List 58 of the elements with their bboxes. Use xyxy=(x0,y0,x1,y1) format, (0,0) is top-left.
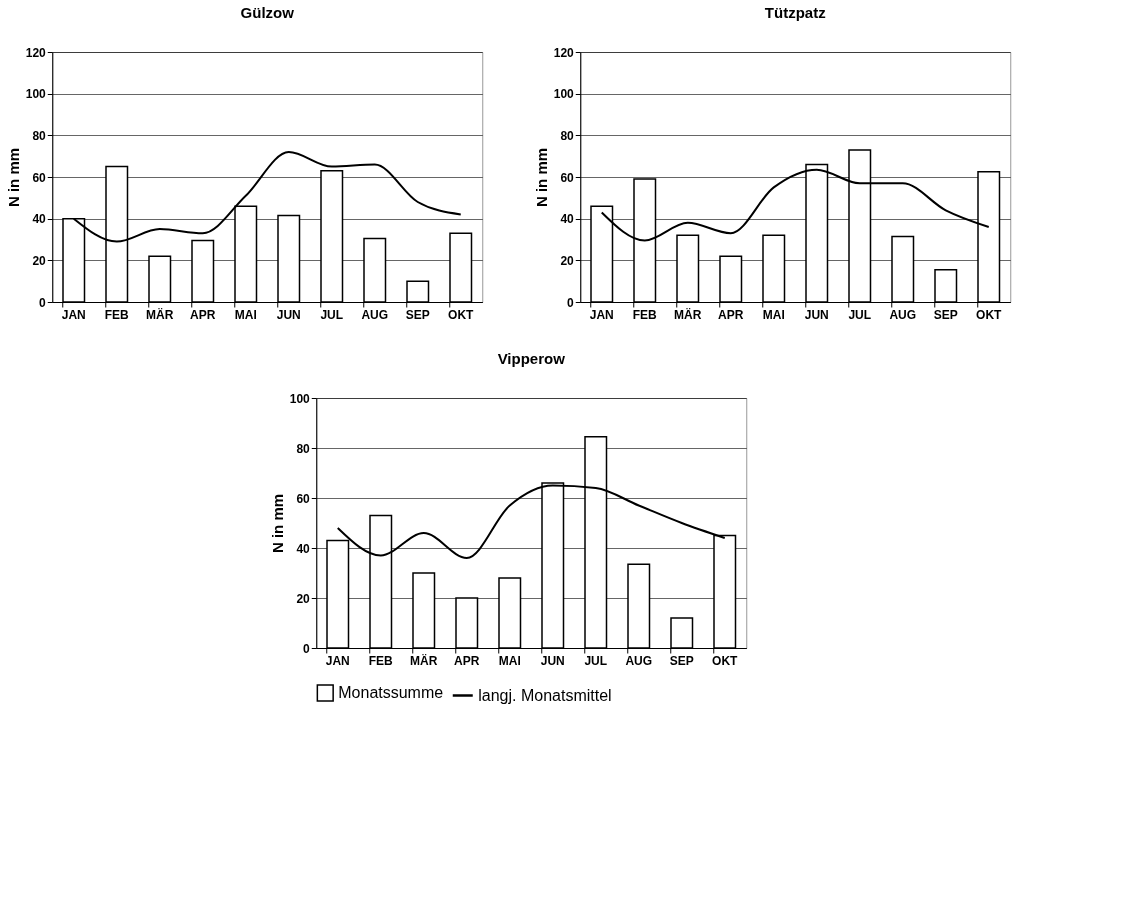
y-tick-label: 40 xyxy=(32,212,47,227)
y-tick-label: 20 xyxy=(32,253,47,268)
x-tick-label: AUG xyxy=(889,307,917,322)
y-tick-label: 80 xyxy=(560,128,575,143)
x-tick-label: MÄR xyxy=(674,306,702,322)
y-tick-label: 40 xyxy=(296,541,311,556)
x-tick-label: SEP xyxy=(405,307,430,322)
x-tick-label: JUL xyxy=(848,307,872,322)
x-tick-label: JAN xyxy=(325,653,350,668)
x-tick-label: JUN xyxy=(540,653,565,668)
chart-title: Tützpatz xyxy=(764,4,826,21)
x-tick-label: JAN xyxy=(61,307,86,322)
x-tick-label: OKT xyxy=(448,307,475,322)
x-tick-label: FEB xyxy=(368,653,394,668)
y-axis-title: N in mm xyxy=(532,147,550,208)
x-tick-label: APR xyxy=(718,307,744,322)
y-tick-label: 80 xyxy=(296,441,311,456)
x-tick-label: MAI xyxy=(762,307,785,322)
y-tick-label: 120 xyxy=(553,45,575,60)
y-tick-label: 60 xyxy=(296,491,311,506)
x-tick-label: OKT xyxy=(976,307,1003,322)
legend-label: Monatssumme xyxy=(338,684,444,701)
x-tick-label: SEP xyxy=(933,307,958,322)
y-tick-label: 120 xyxy=(25,45,47,60)
y-tick-label: 60 xyxy=(32,170,47,185)
y-tick-label: 0 xyxy=(303,641,311,656)
x-tick-label: JUL xyxy=(584,653,608,668)
y-tick-label: 40 xyxy=(560,212,575,227)
chart-title: Gülzow xyxy=(240,4,295,21)
x-tick-label: FEB xyxy=(632,307,658,322)
y-tick-label: 100 xyxy=(289,391,311,406)
x-tick-label: JAN xyxy=(589,307,614,322)
y-tick-label: 0 xyxy=(39,295,47,310)
y-axis-title: N in mm xyxy=(268,493,286,554)
x-tick-label: JUN xyxy=(276,307,301,322)
x-tick-label: JUL xyxy=(320,307,344,322)
x-tick-label: MÄR xyxy=(146,306,174,322)
x-tick-label: MÄR xyxy=(410,652,438,668)
x-tick-label: MAI xyxy=(234,307,257,322)
y-axis-title: N in mm xyxy=(4,147,22,208)
y-tick-label: 20 xyxy=(560,253,575,268)
x-tick-label: MAI xyxy=(498,653,521,668)
y-tick-label: 100 xyxy=(25,87,47,102)
y-tick-label: 20 xyxy=(296,591,311,606)
x-tick-label: JUN xyxy=(804,307,829,322)
x-tick-label: APR xyxy=(190,307,216,322)
x-tick-label: AUG xyxy=(361,307,389,322)
y-tick-label: 60 xyxy=(560,170,575,185)
x-tick-label: OKT xyxy=(712,653,739,668)
y-tick-label: 80 xyxy=(32,128,47,143)
x-tick-label: APR xyxy=(454,653,480,668)
y-tick-label: 100 xyxy=(553,87,575,102)
legend-label: langj. Monatsmittel xyxy=(478,686,612,704)
x-tick-label: SEP xyxy=(669,653,694,668)
chart-title: Vipperow xyxy=(497,350,566,367)
x-tick-label: AUG xyxy=(625,653,653,668)
y-tick-label: 0 xyxy=(567,295,575,310)
x-tick-label: FEB xyxy=(104,307,130,322)
